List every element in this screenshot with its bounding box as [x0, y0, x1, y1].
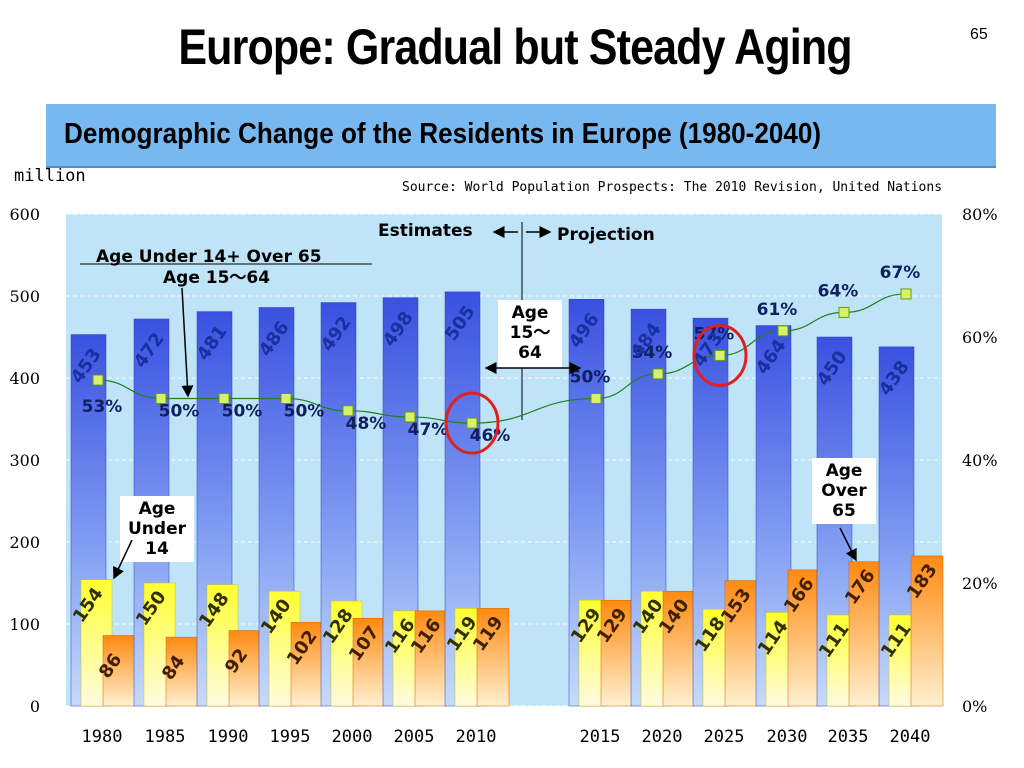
ratio-label: 48%: [346, 414, 387, 434]
ratio-label: 50%: [284, 402, 325, 422]
chart-subtitle: Demographic Change of the Residents in E…: [64, 118, 822, 150]
slide-title: Europe: Gradual but Steady Aging: [178, 19, 852, 75]
over-65-label: Over: [821, 481, 867, 501]
ratio-point: [777, 325, 789, 337]
ratio-label: 67%: [880, 263, 921, 283]
ratio-label: 53%: [82, 397, 123, 417]
y-tick-label: 300: [9, 451, 40, 470]
y-tick-label: 400: [9, 369, 40, 388]
working-age-label: 15～: [510, 323, 551, 343]
subtitle-banner: Demographic Change of the Residents in E…: [46, 104, 996, 168]
ratio-label: 64%: [818, 281, 859, 301]
ratio-point: [466, 417, 478, 429]
bar-over-65: [102, 635, 136, 707]
y2-tick-label: 80%: [962, 205, 998, 224]
ratio-point: [155, 393, 167, 404]
ratio-legend-line-1: Age Under 14+ Over 65: [96, 247, 322, 267]
bar-over-65: [910, 555, 944, 707]
y2-tick-label: 0%: [962, 697, 987, 716]
x-tick-label: 2010: [456, 727, 497, 747]
bar-over-65: [165, 636, 199, 707]
x-tick-label: 2040: [890, 727, 931, 747]
ratio-label: 54%: [632, 343, 673, 363]
source-note: Source: World Population Prospects: The …: [402, 180, 943, 195]
bar-over-65: [787, 569, 821, 707]
ratio-label: 47%: [408, 420, 449, 440]
ratio-point: [714, 349, 726, 361]
ratio-label: 50%: [570, 368, 611, 388]
y-axis-unit: million: [14, 166, 86, 186]
x-tick-label: 1990: [208, 727, 249, 747]
x-tick-label: 2025: [704, 727, 745, 747]
highlight-circle: [444, 391, 500, 455]
ratio-point: [590, 393, 602, 404]
highlight-circle: [692, 323, 748, 387]
x-tick-label: 2000: [332, 727, 373, 747]
y-tick-label: 200: [9, 533, 40, 552]
x-tick-label: 2015: [580, 727, 621, 747]
y-tick-label: 100: [9, 615, 40, 634]
ratio-label: 50%: [222, 402, 263, 422]
x-tick-label: 1980: [82, 727, 123, 747]
working-age-label: 64: [518, 343, 542, 363]
working-age-label: Age: [512, 303, 549, 323]
ratio-point: [92, 374, 104, 386]
bar-over-65: [724, 580, 758, 707]
under-14-label: Age: [139, 499, 176, 519]
under-14-box: [120, 496, 194, 562]
y2-tick-label: 20%: [962, 574, 998, 593]
bar-over-65: [290, 622, 324, 707]
ratio-point: [404, 411, 416, 423]
ratio-point: [280, 393, 292, 404]
bar-over-65: [352, 618, 386, 707]
ratio-point: [218, 393, 230, 404]
bar-over-65: [662, 590, 696, 707]
ratio-point: [652, 368, 664, 380]
page-number: 65: [970, 26, 988, 43]
x-tick-label: 2030: [767, 727, 808, 747]
working-age-box: [498, 300, 562, 368]
bar-over-65: [228, 630, 262, 707]
ratio-point: [838, 306, 850, 318]
over-65-arrow: [839, 527, 857, 562]
over-65-box: [812, 458, 876, 524]
ratio-point: [900, 288, 912, 300]
ratio-label: 50%: [159, 402, 200, 422]
y-tick-label: 0: [30, 697, 40, 716]
over-65-label: Age: [826, 461, 863, 481]
bar-over-65: [414, 610, 448, 707]
ratio-label: 61%: [757, 300, 798, 320]
projection-label: Projection: [557, 225, 655, 245]
y-tick-label: 500: [9, 287, 40, 306]
x-tick-label: 1985: [145, 727, 186, 747]
y2-tick-label: 60%: [962, 328, 998, 347]
ratio-legend-arrow: [181, 287, 194, 398]
bar-over-65: [848, 561, 882, 707]
bar-over-65: [600, 599, 634, 707]
ratio-point: [342, 405, 354, 417]
estimates-label: Estimates: [378, 221, 473, 241]
bar-over-65: [476, 608, 510, 707]
ratio-label: 57%: [694, 324, 735, 344]
x-tick-label: 2035: [828, 727, 869, 747]
ratio-label: 46%: [470, 426, 511, 446]
x-tick-label: 2005: [394, 727, 435, 747]
ratio-legend-line-2: Age 15～64: [163, 268, 270, 288]
x-tick-label: 1995: [270, 727, 311, 747]
under-14-arrow: [113, 539, 133, 580]
y-tick-label: 600: [9, 205, 40, 224]
x-tick-label: 2020: [642, 727, 683, 747]
under-14-label: 14: [145, 539, 169, 559]
y2-tick-label: 40%: [962, 451, 998, 470]
under-14-label: Under: [128, 519, 187, 539]
over-65-label: 65: [832, 501, 856, 521]
